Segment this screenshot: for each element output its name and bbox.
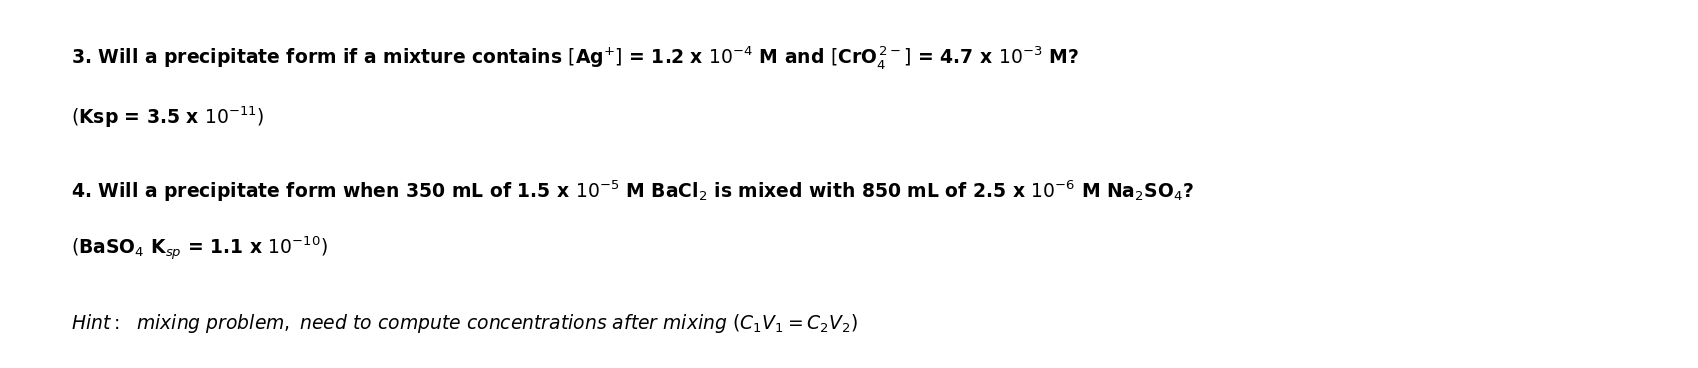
Text: 4. Will a precipitate form when 350 mL of 1.5 x $10^{-5}$ M $\mathregular{BaCl}_: 4. Will a precipitate form when 350 mL o… <box>71 179 1194 204</box>
Text: $(\mathregular{Ksp}$ = 3.5 x $10^{-11})$: $(\mathregular{Ksp}$ = 3.5 x $10^{-11})$ <box>71 104 265 130</box>
Text: 3. Will a precipitate form if a mixture contains $[\mathregular{Ag}^{+}]$ = 1.2 : 3. Will a precipitate form if a mixture … <box>71 44 1078 71</box>
Text: $\it{Hint:}$  $\it{mixing\ problem,\ need\ to\ compute\ concentrations\ after\ m: $\it{Hint:}$ $\it{mixing\ problem,\ need… <box>71 312 857 335</box>
Text: $(\mathregular{BaSO}_4$ $\mathregular{K}_{sp}$ = 1.1 x $10^{-10})$: $(\mathregular{BaSO}_4$ $\mathregular{K}… <box>71 235 328 263</box>
